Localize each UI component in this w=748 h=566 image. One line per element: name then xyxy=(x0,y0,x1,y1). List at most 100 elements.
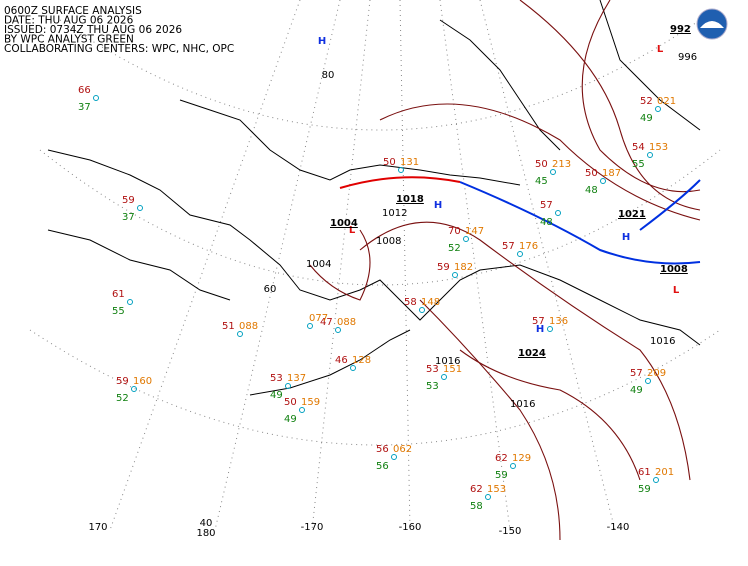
temperature: 70 xyxy=(448,226,461,237)
pressure: 153 xyxy=(487,484,506,495)
temperature: 56 xyxy=(376,444,389,455)
pressure: 129 xyxy=(512,453,531,464)
station-circle xyxy=(335,327,341,333)
temperature: 61 xyxy=(638,467,651,478)
temperature: 59 xyxy=(437,262,450,273)
pressure: 137 xyxy=(287,373,306,384)
graticule-label: -140 xyxy=(607,522,630,533)
lon-line xyxy=(399,0,411,531)
dewpoint: 52 xyxy=(116,393,129,404)
coast xyxy=(439,19,561,151)
station-circle xyxy=(547,326,553,332)
dewpoint: 53 xyxy=(426,381,439,392)
warm-front xyxy=(339,176,461,189)
isobars xyxy=(309,0,701,541)
center-pressure: 1024 xyxy=(518,348,546,359)
lon-line xyxy=(214,0,341,531)
temperature: 47 xyxy=(320,317,333,328)
graticule xyxy=(29,0,721,531)
dewpoint: 59 xyxy=(638,484,651,495)
station-circle xyxy=(653,477,659,483)
coast xyxy=(47,229,231,301)
temperature: 50 xyxy=(535,159,548,170)
station-circle xyxy=(93,95,99,101)
station-circle xyxy=(485,494,491,500)
pressure: 160 xyxy=(133,376,152,387)
pressure: 147 xyxy=(465,226,484,237)
graticule-label: 80 xyxy=(322,70,335,81)
center-pressure: 992 xyxy=(670,24,691,35)
center-symbol: H xyxy=(318,36,326,47)
pressure: 128 xyxy=(352,355,371,366)
dewpoint: 37 xyxy=(122,212,135,223)
isobar xyxy=(519,0,701,211)
station-circle xyxy=(555,210,561,216)
temperature: 57 xyxy=(630,368,643,379)
isobar-label: 1016 xyxy=(510,399,535,410)
lon-line xyxy=(479,0,616,531)
pressure: 021 xyxy=(657,96,676,107)
temperature: 57 xyxy=(502,241,515,252)
coast xyxy=(179,99,521,186)
graticule-label: 40 xyxy=(200,518,213,529)
header-line: 0600Z SURFACE ANALYSIS xyxy=(4,5,142,17)
pressure: 213 xyxy=(552,159,571,170)
temperature: 62 xyxy=(495,453,508,464)
dewpoint: 49 xyxy=(640,113,653,124)
station-circle xyxy=(285,383,291,389)
graticule-label: -170 xyxy=(301,522,324,533)
station-circle xyxy=(131,386,137,392)
station-circle xyxy=(517,251,523,257)
graticule-label: 180 xyxy=(196,528,215,539)
pressure: 151 xyxy=(443,364,462,375)
pressure: 201 xyxy=(655,467,674,478)
pressure: 062 xyxy=(393,444,412,455)
pressure: 148 xyxy=(421,297,440,308)
temperature: 50 xyxy=(284,397,297,408)
station-circle xyxy=(398,167,404,173)
pressure: 209 xyxy=(647,368,666,379)
dewpoint: 55 xyxy=(632,159,645,170)
dewpoint: 58 xyxy=(470,501,483,512)
station-circle xyxy=(441,374,447,380)
station-circle xyxy=(645,378,651,384)
pressure: 182 xyxy=(454,262,473,273)
header-line: COLLABORATING CENTERS: WPC, NHC, OPC xyxy=(4,43,234,55)
center-symbol: L xyxy=(349,225,356,236)
station-circle xyxy=(391,454,397,460)
noaa-logo xyxy=(696,8,728,40)
dewpoint: 56 xyxy=(376,461,389,472)
pressure: 159 xyxy=(301,397,320,408)
temperature: 46 xyxy=(335,355,348,366)
graticule-label: -160 xyxy=(399,522,422,533)
header-line: ISSUED: 0734Z THU AUG 06 2026 xyxy=(4,24,182,36)
coast xyxy=(47,149,701,346)
pressure: 187 xyxy=(602,168,621,179)
graticule-label: 170 xyxy=(88,522,107,533)
center-symbol: L xyxy=(673,285,680,296)
graticule-label: 60 xyxy=(264,284,277,295)
center-pressure: 1018 xyxy=(396,194,424,205)
coast xyxy=(599,0,701,131)
logo-bird xyxy=(700,21,724,28)
aleutians xyxy=(249,329,411,396)
isobar-label: 996 xyxy=(678,52,697,63)
station-circle xyxy=(452,272,458,278)
dewpoint: 59 xyxy=(495,470,508,481)
cold-front xyxy=(639,179,701,231)
dewpoint: 49 xyxy=(284,414,297,425)
dewpoint: 45 xyxy=(535,176,548,187)
station-circle xyxy=(350,365,356,371)
isobar xyxy=(419,299,561,541)
dewpoint: 37 xyxy=(78,102,91,113)
isobar xyxy=(581,0,701,193)
station-circle xyxy=(647,152,653,158)
temperature: 54 xyxy=(632,142,645,153)
temperature: 52 xyxy=(640,96,653,107)
cold-front xyxy=(459,181,701,265)
pressure: 136 xyxy=(549,316,568,327)
center-pressure: 1021 xyxy=(618,209,646,220)
